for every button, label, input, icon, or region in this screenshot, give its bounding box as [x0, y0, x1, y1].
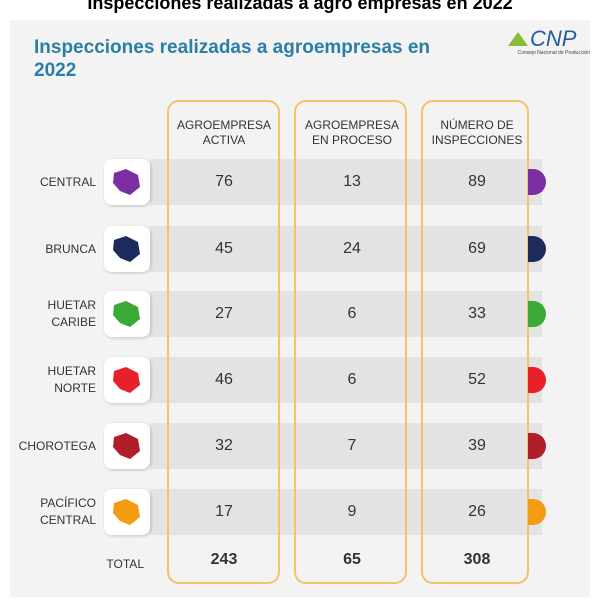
region-label: CHOROTEGA: [18, 438, 96, 453]
cell-value: 17: [215, 503, 233, 520]
total-value: 308: [463, 551, 491, 568]
region-icon: [104, 226, 150, 272]
region-label: PACÍFICO CENTRAL: [39, 496, 96, 527]
row-band: [150, 357, 542, 403]
region-icon: [104, 291, 150, 337]
region-shape: [113, 236, 140, 262]
total-value: 243: [210, 551, 238, 568]
banner: Inspecciones realizadas a agro empresas …: [87, 0, 513, 13]
cell-value: 76: [215, 173, 233, 190]
cell-value: 69: [468, 240, 486, 257]
title: Inspecciones realizadas a agroempresas e…: [34, 37, 431, 81]
column-header: AGROEMPRESA EN PROCESO: [304, 118, 400, 147]
region-icon: [104, 357, 150, 403]
cell-value: 26: [468, 503, 486, 520]
region-dot: [528, 169, 546, 195]
region-dot: [528, 236, 546, 262]
region-shape: [113, 301, 140, 327]
cell-value: 52: [468, 371, 486, 388]
column-frame: [294, 100, 407, 584]
region-label: HUETAR NORTE: [47, 364, 96, 395]
region-dot: [528, 367, 546, 393]
cell-value: 33: [468, 305, 486, 322]
row-band: [150, 489, 542, 535]
region-dot: [528, 301, 546, 327]
cell-value: 32: [215, 437, 233, 454]
region-dot: [528, 433, 546, 459]
region-shape: [113, 499, 140, 525]
cell-value: 13: [343, 173, 361, 190]
logo-mark: [508, 32, 528, 46]
cell-value: 6: [347, 305, 357, 322]
logo: CNP: [530, 26, 577, 51]
cell-value: 27: [215, 305, 233, 322]
region-label: BRUNCA: [45, 241, 96, 256]
total-value: 65: [343, 551, 361, 568]
cell-value: 46: [215, 371, 233, 388]
column-header: AGROEMPRESA ACTIVA: [176, 118, 272, 147]
region-label: HUETAR CARIBE: [47, 298, 96, 329]
region-dot: [528, 499, 546, 525]
cell-value: 45: [215, 240, 233, 257]
cell-value: 6: [347, 371, 357, 388]
cell-value: 39: [468, 437, 486, 454]
row-band: [150, 159, 542, 205]
region-shape: [113, 169, 140, 195]
region-icon: [104, 423, 150, 469]
region-label: CENTRAL: [39, 174, 96, 189]
row-band: [150, 291, 542, 337]
cell-value: 24: [343, 240, 361, 257]
cell-value: 9: [347, 503, 357, 520]
cell-value: 89: [468, 173, 486, 190]
cell-value: 7: [347, 437, 357, 454]
region-shape: [113, 367, 140, 393]
region-shape: [113, 433, 140, 459]
column-frame: [167, 100, 280, 584]
column-frame: [421, 100, 529, 584]
region-icon: [104, 489, 150, 535]
row-band: [150, 423, 542, 469]
logo-subtitle: Consejo Nacional de Producción: [517, 50, 590, 56]
region-icon: [104, 159, 150, 205]
total-label: TOTAL: [106, 557, 144, 571]
row-band: [150, 226, 542, 272]
column-header: NÚMERO DE INSPECCIONES: [431, 118, 523, 147]
